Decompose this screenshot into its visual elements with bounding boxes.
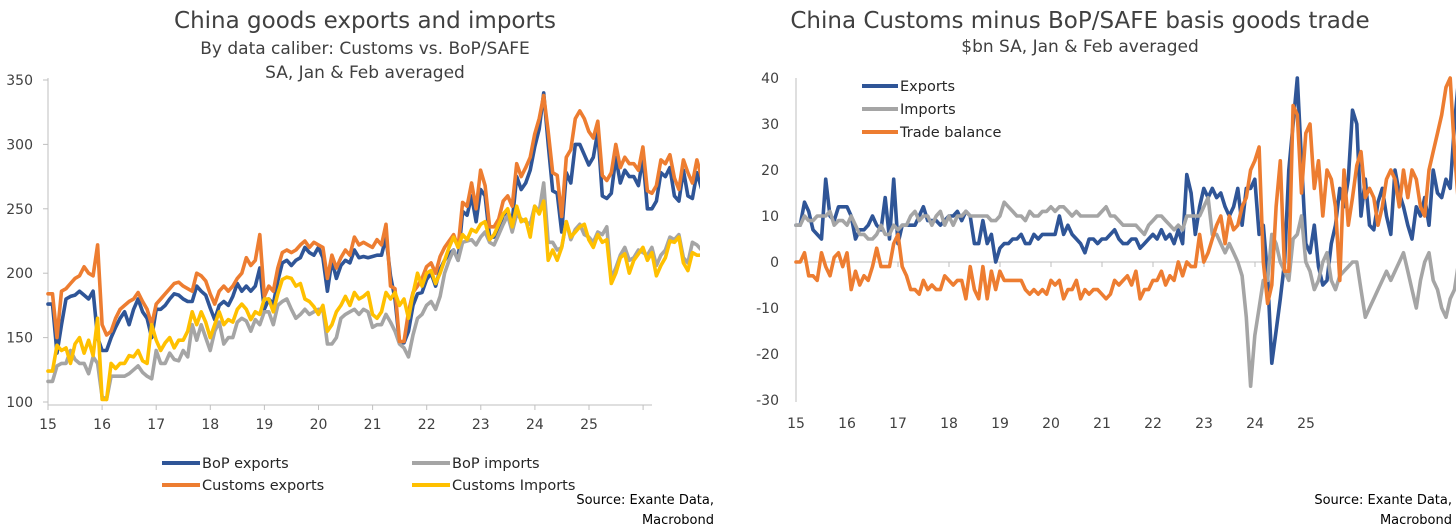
right-source-line-1: Source: Exante Data, <box>1314 493 1452 508</box>
x-tick-label: 21 <box>364 417 382 433</box>
x-tick-label: 23 <box>1195 416 1213 432</box>
left-chart-subtitle-2: SA, Jan & Feb averaged <box>265 63 465 83</box>
right-source-line-2: Macrobond <box>1379 513 1452 528</box>
x-tick-label: 16 <box>838 416 856 432</box>
x-tick-label: 25 <box>580 417 598 433</box>
x-tick-label: 15 <box>787 416 805 432</box>
y-tick-label: 10 <box>761 209 779 225</box>
legend-label-customs-exports: Customs exports <box>202 478 324 494</box>
legend-label-imports: Imports <box>900 102 956 118</box>
right-chart-subtitle: $bn SA, Jan & Feb averaged <box>961 37 1199 57</box>
right-chart-series <box>794 76 1456 389</box>
left-chart: 15 16 17 18 19 20 21 22 23 24 25 100 150 200 250 300 350… <box>6 73 700 494</box>
series-line-bop-imports <box>46 181 700 402</box>
right-source: Source: Exante Data, Macrobond <box>1282 491 1452 531</box>
left-source-line-1: Source: Exante Data, <box>576 493 714 508</box>
x-tick-label: 25 <box>1297 416 1315 432</box>
y-tick-label: -20 <box>756 347 779 363</box>
right-chart-tick-labels: 15 16 17 18 19 20 21 22 23 24 25 40 30 20 10 0 -10 -20 -30 <box>756 71 1315 432</box>
x-tick-label: 24 <box>526 417 544 433</box>
y-tick-label: -10 <box>756 301 779 317</box>
x-tick-label: 24 <box>1246 416 1264 432</box>
y-tick-label: 300 <box>6 137 33 153</box>
y-tick-label: 250 <box>6 202 33 218</box>
series-line-bop-exports <box>46 91 700 355</box>
y-tick-label: 150 <box>6 331 33 347</box>
x-tick-label: 20 <box>1042 416 1060 432</box>
series-line-imports <box>794 195 1456 389</box>
y-tick-label: -30 <box>756 393 779 409</box>
y-tick-label: 20 <box>761 163 779 179</box>
legend-label-exports: Exports <box>900 79 955 95</box>
left-source-line-2: Macrobond <box>641 513 714 528</box>
right-chart-title: China Customs minus BoP/SAFE basis goods… <box>790 8 1370 34</box>
y-tick-label: 100 <box>6 395 33 411</box>
left-source: Source: Exante Data, Macrobond <box>540 491 714 531</box>
x-tick-label: 21 <box>1093 416 1111 432</box>
right-chart-legend: Exports Imports Trade balance <box>862 79 1001 141</box>
left-chart-tick-labels: 15 16 17 18 19 20 21 22 23 24 25 100 150 200 250 300 350 <box>6 73 598 433</box>
y-tick-label: 40 <box>761 71 779 87</box>
x-tick-label: 19 <box>991 416 1009 432</box>
x-tick-label: 16 <box>93 417 111 433</box>
y-tick-label: 30 <box>761 117 779 133</box>
x-tick-label: 17 <box>889 416 907 432</box>
left-chart-series <box>46 91 700 402</box>
series-line-customs-imports <box>46 199 700 402</box>
legend-label-trade-balance: Trade balance <box>899 125 1001 141</box>
x-tick-label: 23 <box>472 417 490 433</box>
series-line-exports <box>794 76 1456 366</box>
left-chart-legend: BoP exports BoP imports Customs exports Cus… <box>162 456 575 494</box>
left-chart-subtitle-1: By data caliber: Customs vs. BoP/SAFE <box>200 39 530 59</box>
right-chart-axes <box>795 78 1349 402</box>
x-tick-label: 22 <box>1144 416 1162 432</box>
x-tick-label: 19 <box>255 417 273 433</box>
y-tick-label: 200 <box>6 266 33 282</box>
y-tick-label: 350 <box>6 73 33 89</box>
y-tick-label: 0 <box>770 255 779 271</box>
x-tick-label: 22 <box>418 417 436 433</box>
x-tick-label: 15 <box>39 417 57 433</box>
series-line-customs-exports <box>46 93 700 344</box>
left-chart-axes <box>43 78 652 410</box>
left-chart-title: China goods exports and imports <box>174 8 556 34</box>
legend-label-customs-imports: Customs Imports <box>452 478 575 494</box>
legend-label-bop-exports: BoP exports <box>202 456 289 472</box>
x-tick-label: 20 <box>310 417 328 433</box>
x-tick-label: 18 <box>201 417 219 433</box>
x-tick-label: 17 <box>147 417 165 433</box>
series-line-trade-balance <box>794 76 1456 306</box>
x-tick-label: 18 <box>940 416 958 432</box>
right-chart: 15 16 17 18 19 20 21 22 23 24 25 40 30 20 10 0 -10 -20 -30… <box>756 71 1456 432</box>
legend-label-bop-imports: BoP imports <box>452 456 540 472</box>
